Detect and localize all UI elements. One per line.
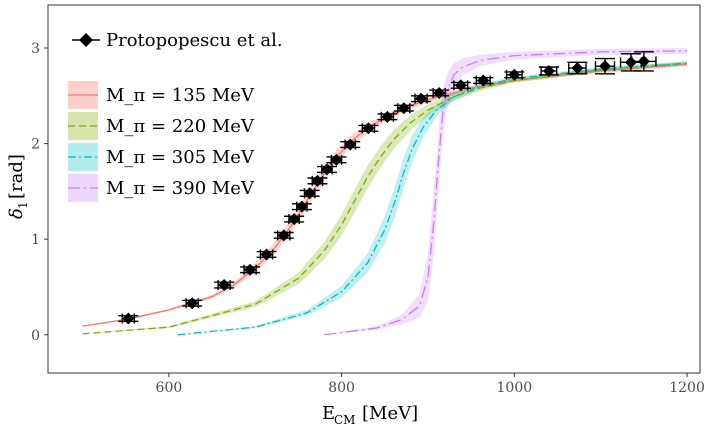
svg-text:[rad]: [rad] (6, 154, 27, 199)
diamond-marker-icon (186, 297, 199, 310)
y-axis-title: δ 1 [rad] (6, 154, 30, 219)
legend-label-data: Protopopescu et al. (106, 30, 283, 51)
diamond-marker-icon (477, 74, 490, 87)
legend-label: M_π = 220 MeV (106, 116, 255, 137)
data-point (284, 213, 305, 226)
x-tick-label: 1200 (669, 380, 705, 396)
data-point (411, 92, 432, 105)
diamond-marker-icon (637, 55, 650, 68)
legend-label: M_π = 305 MeV (106, 147, 255, 168)
diamond-marker-icon (433, 86, 446, 99)
data-points (118, 51, 657, 325)
data-point (429, 86, 450, 99)
legend-item-390: M_π = 390 MeV (68, 174, 255, 202)
diamond-marker-icon (303, 187, 316, 200)
data-point (450, 79, 471, 92)
diamond-marker-icon (362, 122, 375, 135)
data-point (504, 68, 525, 81)
svg-text:[MeV]: [MeV] (362, 403, 418, 424)
diamond-marker-icon (218, 279, 231, 292)
y-tick-label: 2 (31, 137, 40, 153)
y-tick-label: 3 (31, 41, 40, 57)
diamond-marker-icon (381, 110, 394, 123)
x-axis: 600 800 1000 1200 (156, 373, 705, 396)
data-point (538, 64, 559, 77)
diamond-marker-icon (624, 56, 637, 69)
data-point (256, 248, 277, 261)
legend-item-220: M_π = 220 MeV (68, 112, 255, 140)
diamond-marker-icon (260, 248, 273, 261)
diamond-marker-icon (320, 163, 333, 176)
data-point (631, 51, 657, 72)
curve-390 (324, 50, 688, 336)
legend-item-135: M_π = 135 MeV (68, 81, 255, 109)
diamond-marker-icon (311, 174, 324, 187)
diamond-marker-icon (330, 153, 343, 166)
diamond-marker-icon (288, 213, 301, 226)
data-point (340, 138, 361, 151)
diamond-marker-icon (454, 79, 467, 92)
diamond-marker-icon (79, 33, 93, 47)
diamond-marker-icon (295, 200, 308, 213)
diamond-marker-icon (397, 102, 410, 115)
data-point (567, 61, 588, 75)
data-point (326, 153, 347, 166)
curve-305 (177, 62, 688, 336)
y-axis: 0 1 2 3 (31, 41, 48, 344)
legend-item-data: Protopopescu et al. (72, 30, 283, 51)
data-point (291, 200, 312, 213)
curve-220 (82, 62, 688, 335)
diamond-marker-icon (542, 64, 555, 77)
legend: Protopopescu et al. M_π = 135 MeV M_π = 2… (68, 30, 283, 202)
data-point (316, 163, 337, 176)
y-tick-label: 1 (31, 232, 40, 248)
diamond-marker-icon (415, 92, 428, 105)
svg-text:1: 1 (16, 201, 30, 209)
legend-item-305: M_π = 305 MeV (68, 143, 255, 171)
data-point (473, 74, 494, 87)
data-point (377, 110, 398, 123)
y-tick-label: 0 (31, 328, 40, 344)
data-point (299, 187, 320, 200)
data-point (594, 57, 616, 75)
x-tick-label: 800 (328, 380, 355, 396)
diamond-marker-icon (277, 229, 290, 242)
plot-panel (47, 4, 701, 374)
diamond-marker-icon (344, 138, 357, 151)
legend-label: M_π = 135 MeV (106, 85, 255, 106)
x-tick-label: 600 (156, 380, 183, 396)
data-point (118, 312, 139, 325)
diamond-marker-icon (244, 263, 257, 276)
diamond-marker-icon (508, 68, 521, 81)
data-point (214, 279, 235, 292)
svg-text:δ: δ (6, 208, 27, 219)
data-point (393, 102, 414, 115)
x-tick-label: 1000 (497, 380, 533, 396)
x-axis-title: E CM [MeV] (322, 403, 418, 427)
data-point (273, 229, 294, 242)
svg-text:E: E (322, 403, 335, 424)
data-point (182, 297, 203, 310)
legend-label: M_π = 390 MeV (106, 178, 255, 199)
data-point (240, 263, 261, 276)
diamond-marker-icon (122, 312, 135, 325)
data-point (358, 122, 379, 135)
diamond-marker-icon (599, 60, 612, 73)
data-point (307, 174, 328, 187)
svg-text:CM: CM (334, 413, 355, 427)
diamond-marker-icon (571, 62, 584, 75)
